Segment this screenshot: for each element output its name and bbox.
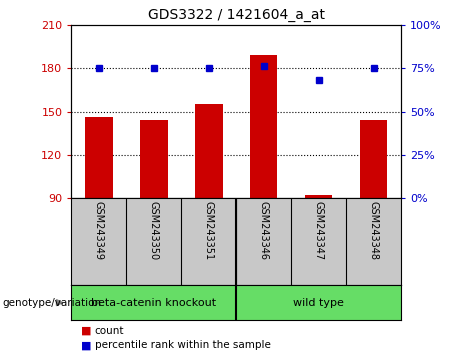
Text: GSM243346: GSM243346: [259, 201, 269, 260]
Text: GSM243351: GSM243351: [204, 201, 214, 260]
Bar: [140, 120, 168, 198]
Bar: [250, 55, 278, 198]
Bar: [305, 195, 332, 198]
Title: GDS3322 / 1421604_a_at: GDS3322 / 1421604_a_at: [148, 8, 325, 22]
Bar: [195, 104, 223, 198]
Text: GSM243348: GSM243348: [369, 201, 378, 260]
Text: genotype/variation: genotype/variation: [2, 298, 101, 308]
Text: GSM243347: GSM243347: [313, 201, 324, 260]
Text: wild type: wild type: [293, 298, 344, 308]
Text: ■: ■: [81, 340, 91, 350]
Text: count: count: [95, 326, 124, 336]
Text: percentile rank within the sample: percentile rank within the sample: [95, 340, 271, 350]
Text: GSM243349: GSM243349: [94, 201, 104, 260]
Text: beta-catenin knockout: beta-catenin knockout: [91, 298, 216, 308]
Text: ■: ■: [81, 326, 91, 336]
Bar: [360, 120, 387, 198]
Text: GSM243350: GSM243350: [149, 201, 159, 260]
Bar: [85, 117, 112, 198]
